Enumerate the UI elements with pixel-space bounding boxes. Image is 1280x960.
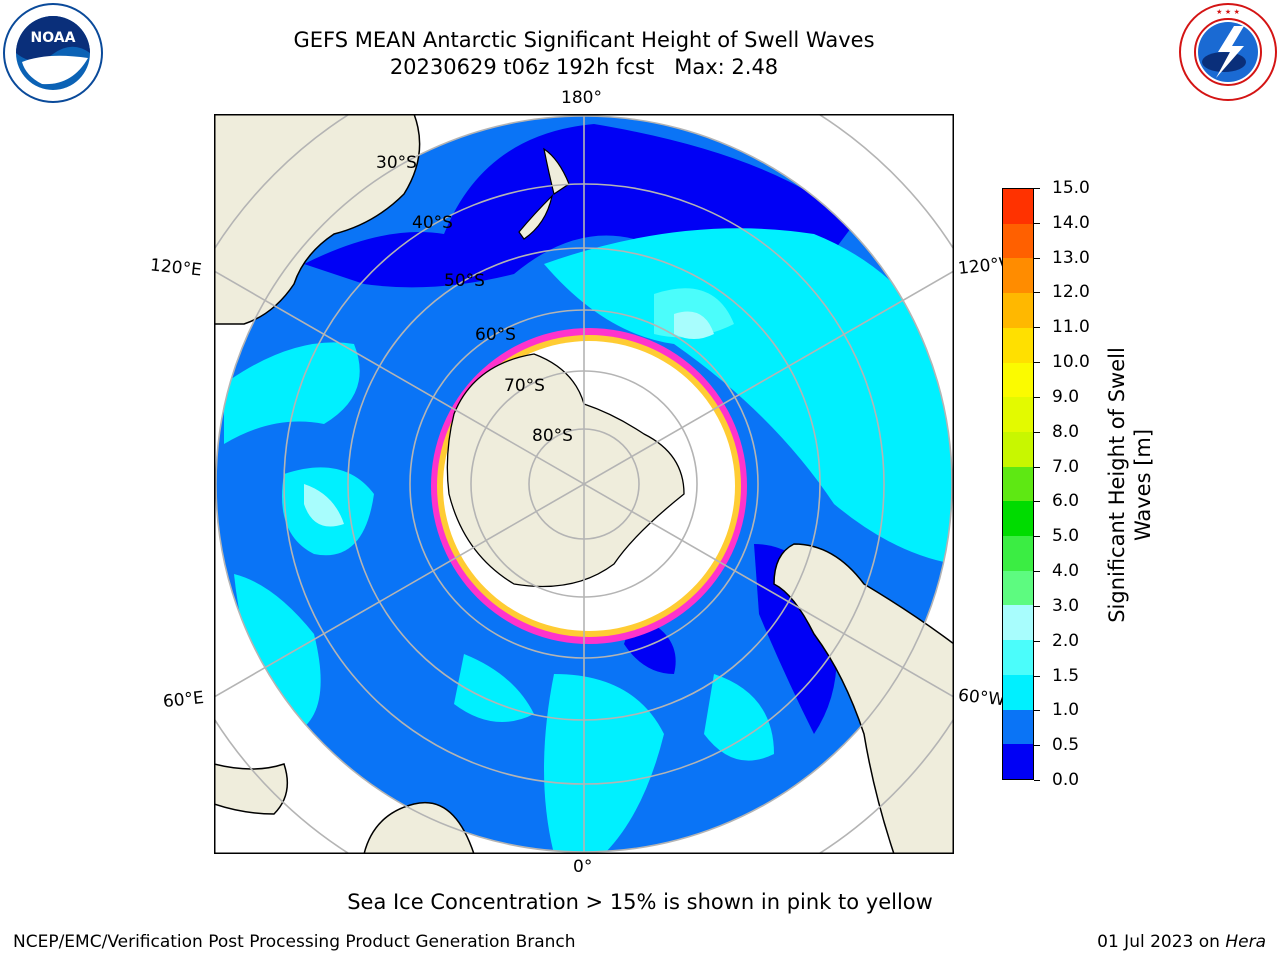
colorbar-segment: [1003, 431, 1033, 467]
colorbar-segment: [1003, 501, 1033, 537]
map-subtitle: 20230629 t06z 192h fcst Max: 2.48: [389, 55, 779, 79]
lon-label-180: 180°: [561, 88, 602, 108]
colorbar-tick-label: 0.5: [1052, 735, 1080, 756]
colorbar-tick-label: 14.0: [1052, 212, 1090, 233]
colorbar-tick-mark: [1034, 780, 1040, 781]
colorbar-tick-label: 15.0: [1052, 178, 1090, 198]
map-title: GEFS MEAN Antarctic Significant Height o…: [293, 28, 875, 52]
noaa-logo: NOAA: [3, 3, 103, 103]
colorbar-tick-label: 3.0: [1052, 595, 1080, 616]
colorbar-segment: [1003, 189, 1033, 224]
colorbar-segment: [1003, 709, 1033, 745]
graticule: [214, 114, 954, 854]
lat-label-50s: 50°S: [444, 271, 485, 291]
colorbar-tick-mark: [1034, 605, 1040, 607]
colorbar-tick-mark: [1034, 396, 1040, 398]
colorbar-segment: [1003, 397, 1033, 432]
colorbar-tick-mark: [1034, 188, 1040, 189]
svg-text:★ ★ ★: ★ ★ ★: [1216, 8, 1240, 16]
sea-ice-note: Sea Ice Concentration > 15% is shown in …: [347, 890, 933, 914]
colorbar-tick-mark: [1034, 675, 1040, 677]
colorbar-tick-label: 10.0: [1052, 352, 1090, 373]
colorbar-label-line2: Waves [m]: [1131, 428, 1155, 542]
colorbar-segment: [1003, 744, 1033, 779]
new-zealand-north: [543, 147, 570, 195]
colorbar-tick-label: 11.0: [1052, 317, 1090, 338]
madagascar-landmass: [214, 763, 289, 815]
antarctic-swell-map: 30°S 40°S 50°S 60°S 70°S 80°S: [214, 114, 954, 854]
colorbar-tick-mark: [1034, 710, 1040, 712]
lon-label-0: 0°: [573, 857, 593, 877]
colorbar-tick-label: 7.0: [1052, 456, 1080, 477]
lon-label-60e: 60°E: [162, 687, 205, 713]
lat-label-80s: 80°S: [532, 426, 573, 446]
colorbar-tick-label: 2.0: [1052, 630, 1080, 651]
colorbar-tick-mark: [1034, 327, 1040, 329]
colorbar: [1002, 188, 1034, 780]
colorbar-label-line1: Significant Height of Swell: [1105, 347, 1129, 623]
colorbar-tick-label: 5.0: [1052, 526, 1080, 547]
colorbar-segment: [1003, 640, 1033, 675]
colorbar-tick-mark: [1034, 501, 1040, 503]
footer-right: 01 Jul 2023 on Hera: [1097, 932, 1266, 952]
colorbar-segment: [1003, 293, 1033, 328]
colorbar-segment: [1003, 223, 1033, 259]
colorbar-tick-mark: [1034, 257, 1040, 259]
colorbar-tick-mark: [1034, 362, 1040, 364]
colorbar-tick-label: 13.0: [1052, 247, 1090, 268]
colorbar-tick-label: 1.0: [1052, 700, 1080, 721]
colorbar-tick-label: 1.5: [1052, 665, 1080, 686]
colorbar-tick-mark: [1034, 571, 1040, 573]
colorbar-tick-label: 6.0: [1052, 491, 1080, 512]
lat-label-70s: 70°S: [504, 376, 545, 396]
colorbar-segment: [1003, 466, 1033, 502]
footer-left: NCEP/EMC/Verification Post Processing Pr…: [13, 932, 576, 952]
colorbar-tick-mark: [1034, 745, 1040, 747]
colorbar-segment: [1003, 674, 1033, 710]
colorbar-segment: [1003, 327, 1033, 363]
colorbar-tick-label: 4.0: [1052, 561, 1080, 582]
colorbar-tick-label: 8.0: [1052, 421, 1080, 442]
lon-label-60w: 60°W: [957, 685, 1006, 711]
colorbar-tick-mark: [1034, 292, 1040, 294]
lat-label-40s: 40°S: [412, 213, 453, 233]
footer-host: Hera: [1225, 932, 1266, 952]
colorbar-tick-label: 0.0: [1052, 770, 1080, 790]
colorbar-tick-mark: [1034, 222, 1040, 224]
colorbar-segment: [1003, 570, 1033, 606]
lon-label-120e: 120°E: [149, 255, 203, 281]
lat-label-60s: 60°S: [475, 325, 516, 345]
colorbar-tick-label: 12.0: [1052, 282, 1090, 303]
colorbar-label: Significant Height of Swell Waves [m]: [1104, 347, 1156, 623]
colorbar-segment: [1003, 362, 1033, 398]
footer-date: 01 Jul 2023 on: [1097, 932, 1226, 952]
colorbar-segment: [1003, 258, 1033, 294]
lat-label-30s: 30°S: [376, 153, 417, 173]
nws-logo: ★ ★ ★: [1179, 3, 1277, 101]
colorbar-tick-mark: [1034, 640, 1040, 642]
colorbar-segment: [1003, 605, 1033, 641]
colorbar-tick-label: 9.0: [1052, 386, 1080, 407]
new-zealand-south: [518, 194, 554, 240]
noaa-logo-text: NOAA: [31, 30, 76, 46]
colorbar-tick-mark: [1034, 431, 1040, 433]
colorbar-tick-mark: [1034, 466, 1040, 468]
colorbar-tick-mark: [1034, 536, 1040, 538]
colorbar-segment: [1003, 536, 1033, 571]
